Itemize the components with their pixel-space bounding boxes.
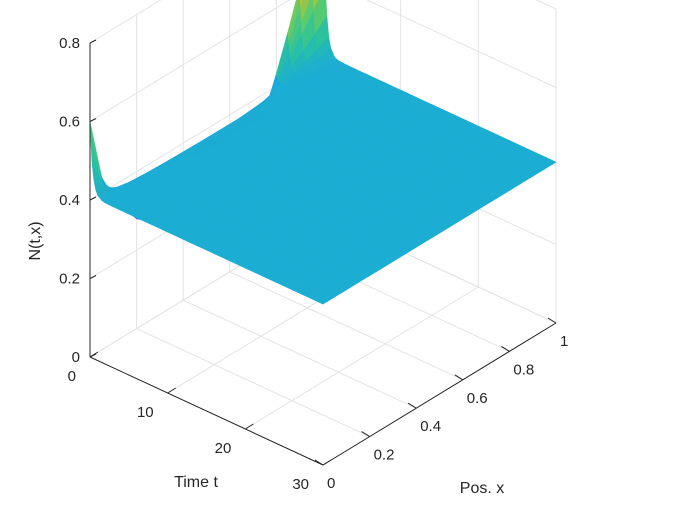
z-tick-label: 0.2: [59, 271, 80, 288]
x-tick-mark: [547, 317, 557, 324]
back-wall-grid-line-z: [89, 0, 162, 44]
z-tick-mark: [89, 39, 97, 44]
t-tick-mark: [167, 387, 176, 394]
x-axis-line: [322, 322, 557, 466]
z-tick-label: 0.6: [59, 114, 80, 131]
z-tick-label: 0: [72, 349, 80, 366]
tick-labels: 0 0.2 0.4 0.6 0.8 0 10 20 30 0 0.2 0.4 0.6 0.8 1: [59, 35, 568, 493]
x-tick-label: 0.2: [374, 447, 395, 464]
x-axis-label: Pos. x: [460, 480, 504, 497]
x-tick-mark: [361, 431, 370, 438]
x-tick-mark: [314, 459, 324, 466]
surface-mesh: [89, 0, 557, 305]
t-tick-mark: [89, 351, 99, 358]
t-tick-mark: [245, 423, 254, 430]
z-tick-mark: [89, 196, 97, 201]
z-tick-label: 0.8: [59, 35, 80, 52]
t-tick-label: 20: [215, 440, 232, 457]
y-axis-label: Time t: [174, 474, 218, 491]
t-tick-mark: [322, 459, 332, 466]
x-tick-label: 1: [560, 333, 568, 350]
x-tick-label: 0.4: [420, 418, 441, 435]
x-tick-label: 0: [327, 475, 335, 492]
z-axis-label: N(t,x): [27, 221, 44, 260]
t-tick-label: 30: [292, 476, 309, 493]
t-tick-label: 0: [68, 368, 76, 385]
x-tick-mark: [501, 345, 510, 352]
axes: [89, 39, 557, 466]
z-tick-mark: [89, 275, 97, 279]
floor-grid-line-t: [245, 286, 479, 430]
t-tick-label: 10: [137, 404, 154, 421]
floor-grid-line-x: [136, 328, 370, 438]
side-wall-grid-line-z: [366, 0, 557, 88]
floor-grid-line-x: [182, 299, 417, 409]
t-axis-line: [89, 356, 324, 466]
surface-patch: [528, 154, 557, 170]
side-wall-grid-line-z: [535, 0, 557, 10]
floor-grid-line-x: [229, 271, 464, 381]
back-wall-grid-line-z: [89, 0, 291, 122]
x-tick-label: 0.6: [467, 390, 488, 407]
x-tick-label: 0.8: [513, 361, 534, 378]
x-tick-mark: [407, 402, 417, 409]
z-tick-label: 0.4: [59, 192, 80, 209]
x-tick-mark: [454, 374, 464, 381]
z-tick-mark: [89, 118, 97, 122]
